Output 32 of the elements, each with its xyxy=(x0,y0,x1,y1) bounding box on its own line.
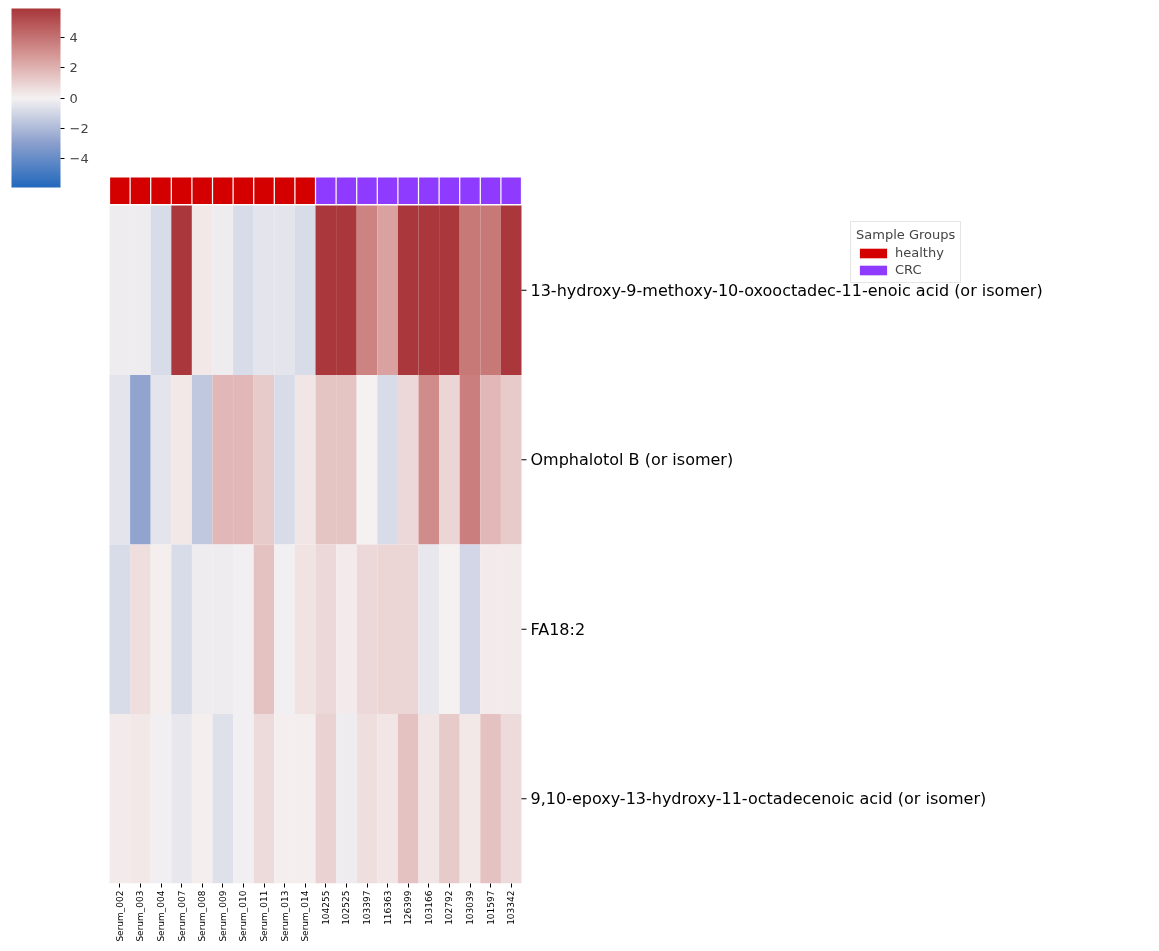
legend-label: healthy xyxy=(895,245,944,260)
x-tick-label: 102792 xyxy=(444,890,455,925)
y-tick-label: 13-hydroxy-9-methoxy-10-oxooctadec-11-enoic acid (or isomer) xyxy=(530,280,1043,300)
x-tick-label: 104255 xyxy=(320,890,331,925)
x-tick-label: 103397 xyxy=(362,890,372,925)
x-tick-label: 116363 xyxy=(382,890,393,925)
color-bar-label: 2 xyxy=(69,60,78,76)
y-tick-label: Omphalotol B (or isomer) xyxy=(530,450,734,470)
color-bar-label: 4 xyxy=(69,29,78,45)
x-tick-label: 101597 xyxy=(485,890,496,925)
x-tick-label: Serum_011 xyxy=(259,890,269,942)
x-tick-label: Serum_009 xyxy=(217,890,228,942)
x-tick-label: 103166 xyxy=(423,890,434,925)
x-tick-label: Serum_014 xyxy=(300,890,311,942)
x-tick-label: 126399 xyxy=(403,890,414,925)
x-tick-label: Serum_013 xyxy=(279,890,290,942)
legend-label: CRC xyxy=(895,262,922,277)
x-tick-label: Serum_004 xyxy=(156,890,166,942)
x-tick-label: Serum_007 xyxy=(176,890,187,942)
color-bar-label: 0 xyxy=(69,90,78,106)
x-tick-label: 103342 xyxy=(506,890,517,925)
y-tick-label: FA18:2 xyxy=(530,619,586,639)
legend-title: Sample Groups xyxy=(856,227,956,242)
color-bar-label: −4 xyxy=(69,151,89,167)
x-tick-label: Serum_008 xyxy=(197,890,208,942)
x-tick-label: Serum_010 xyxy=(238,890,249,942)
x-tick-label: Serum_003 xyxy=(135,890,146,942)
x-tick-label: Serum_002 xyxy=(114,890,125,942)
y-tick-label: 9,10-epoxy-13-hydroxy-11-octadecenoic acid (or isomer) xyxy=(530,789,987,809)
x-tick-label: 103039 xyxy=(465,890,475,925)
x-tick-label: 102525 xyxy=(341,890,352,925)
color-bar-label: −2 xyxy=(69,120,89,136)
